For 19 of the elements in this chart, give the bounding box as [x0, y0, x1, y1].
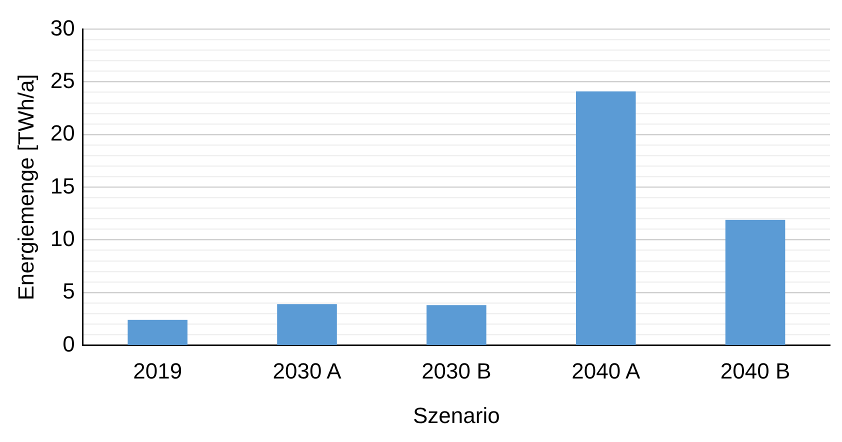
y-tick-label: 5: [62, 278, 75, 304]
bar: [576, 91, 636, 346]
y-tick-label: 0: [62, 331, 75, 356]
y-tick-label: 25: [50, 68, 75, 93]
bar: [725, 220, 786, 346]
bar: [277, 304, 337, 346]
y-axis-title: Energiemenge [TWh/a]: [13, 74, 38, 300]
bar: [426, 305, 486, 346]
x-axis-title: Szenario: [413, 402, 500, 428]
x-tick-label: 2040 B: [720, 358, 790, 384]
y-tick-label: 10: [50, 226, 75, 251]
y-tick-label: 20: [50, 120, 75, 146]
y-tick-label: 30: [50, 15, 75, 40]
y-tick-label: 15: [50, 173, 75, 198]
x-tick-label: 2030 A: [272, 358, 342, 384]
x-tick-label: 2040 A: [572, 358, 640, 384]
bar: [128, 320, 188, 346]
x-tick-label: 2030 B: [422, 358, 492, 384]
x-tick-label: 2019: [133, 358, 182, 384]
